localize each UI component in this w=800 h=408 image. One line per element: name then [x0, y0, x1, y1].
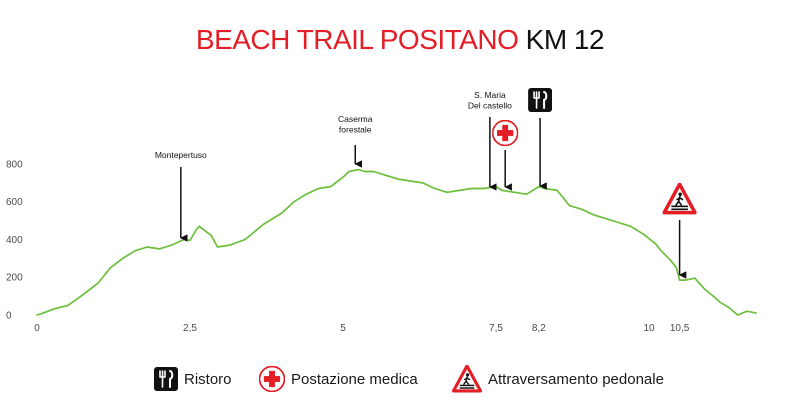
chart-title: BEACH TRAIL POSITANO KM 12 — [0, 24, 800, 56]
annotation-caserma-forestale: Caserma forestale — [338, 114, 373, 168]
x-tick-label: 8,2 — [532, 323, 546, 334]
medical-cross-icon — [492, 120, 519, 146]
chart-title-main: BEACH TRAIL POSITANO — [195, 24, 519, 55]
x-tick-label: 10,5 — [670, 323, 690, 334]
fork-knife-icon — [154, 367, 178, 391]
legend-label: Attraversamento pedonale — [488, 370, 664, 388]
series-layer — [36, 168, 757, 316]
y-tick-label: 800 — [6, 159, 23, 170]
x-tick-label: 2,5 — [183, 323, 197, 334]
annotation-label: S. Maria Del castello — [468, 90, 512, 111]
annotation-montepertuso: Montepertuso — [155, 150, 207, 242]
annotation-attraversamento-pedonale — [662, 183, 697, 279]
x-axis: 0 2,5 5 7,5 8,2 10 10,5 — [34, 323, 690, 334]
fork-knife-icon — [528, 88, 553, 112]
annotation-s-maria-del-castello: S. Maria Del castello — [468, 90, 512, 191]
legend-item-ristoro: Ristoro — [154, 362, 232, 396]
y-tick-label: 200 — [6, 273, 23, 284]
y-tick-label: 600 — [6, 197, 23, 208]
annotation-postazione-medica — [492, 120, 519, 191]
chart-title-suffix: KM 12 — [525, 24, 605, 55]
y-tick-label: 400 — [6, 235, 23, 246]
pedestrian-crossing-icon — [662, 183, 697, 215]
legend-label: Ristoro — [184, 370, 232, 388]
elevation-line — [36, 168, 757, 316]
annotation-layer: Montepertuso Caserma forestale S. Maria Del … — [155, 88, 697, 279]
y-axis: 0 200 400 600 800 — [6, 159, 23, 321]
legend: Ristoro Postazione medica Attraversament… — [0, 362, 800, 396]
legend-label: Postazione medica — [291, 370, 418, 388]
annotation-label: Montepertuso — [155, 150, 207, 160]
medical-cross-icon — [259, 366, 285, 392]
annotation-label: Caserma forestale — [338, 114, 373, 135]
legend-item-attraversamento-pedonale: Attraversamento pedonale — [452, 362, 664, 396]
annotation-ristoro — [528, 88, 553, 190]
x-tick-label: 0 — [34, 323, 40, 334]
x-tick-label: 5 — [340, 323, 346, 334]
x-tick-label: 10 — [643, 323, 655, 334]
pedestrian-crossing-icon — [452, 365, 482, 393]
elevation-chart: 0 200 400 600 800 0 2,5 5 7,5 8,2 10 10,5 Monteper… — [6, 88, 757, 334]
legend-item-postazione-medica: Postazione medica — [259, 362, 418, 396]
y-tick-label: 0 — [6, 311, 12, 322]
x-tick-label: 7,5 — [489, 323, 503, 334]
